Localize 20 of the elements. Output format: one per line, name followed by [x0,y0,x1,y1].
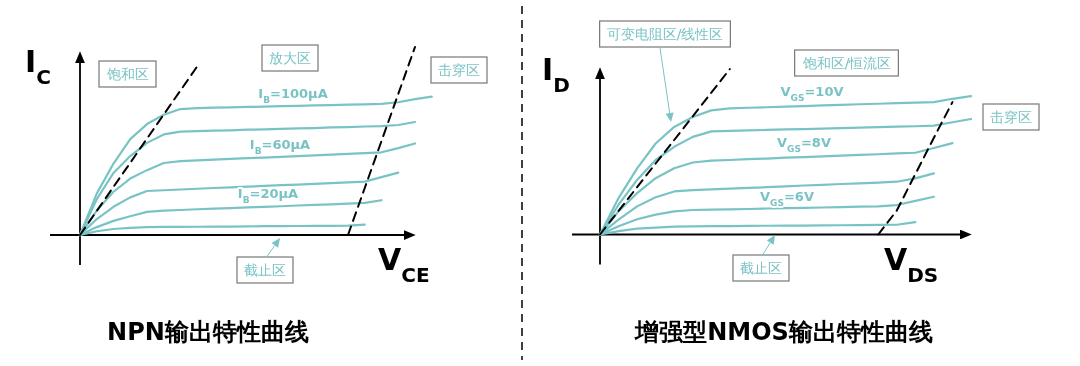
x-axis-title: V$_{DS}$ [884,242,939,287]
y-axis-title: I$_{C}$ [25,44,51,89]
text: 截止区 [244,262,286,278]
text: 增强型NMOS输出特性曲线 [634,318,933,346]
annotation: 击穿区 [438,62,480,78]
text: NPN输出特性曲线 [107,318,309,346]
series-label: V$_{GS}$=8V [777,135,831,154]
annotation: 放大区 [269,50,311,66]
x-axis-title: V$_{CE}$ [378,242,430,287]
series-label: I$_{B}$=60μA [249,137,311,156]
series-label: V$_{GS}$=6V [760,189,814,208]
text: 截止区 [740,260,782,276]
text: 可变电阻区/线性区 [606,26,724,42]
series-label: I$_{B}$=20μA [237,186,299,205]
annotation: 击穿区 [990,109,1032,125]
series-label: I$_{B}$=100μA [258,86,328,105]
series-label: V$_{GS}$=10V [780,84,844,103]
annotation: 饱和区 [106,66,149,82]
annotation: 饱和区/恒流区 [801,55,892,71]
y-axis-title: I$_{D}$ [542,52,570,97]
